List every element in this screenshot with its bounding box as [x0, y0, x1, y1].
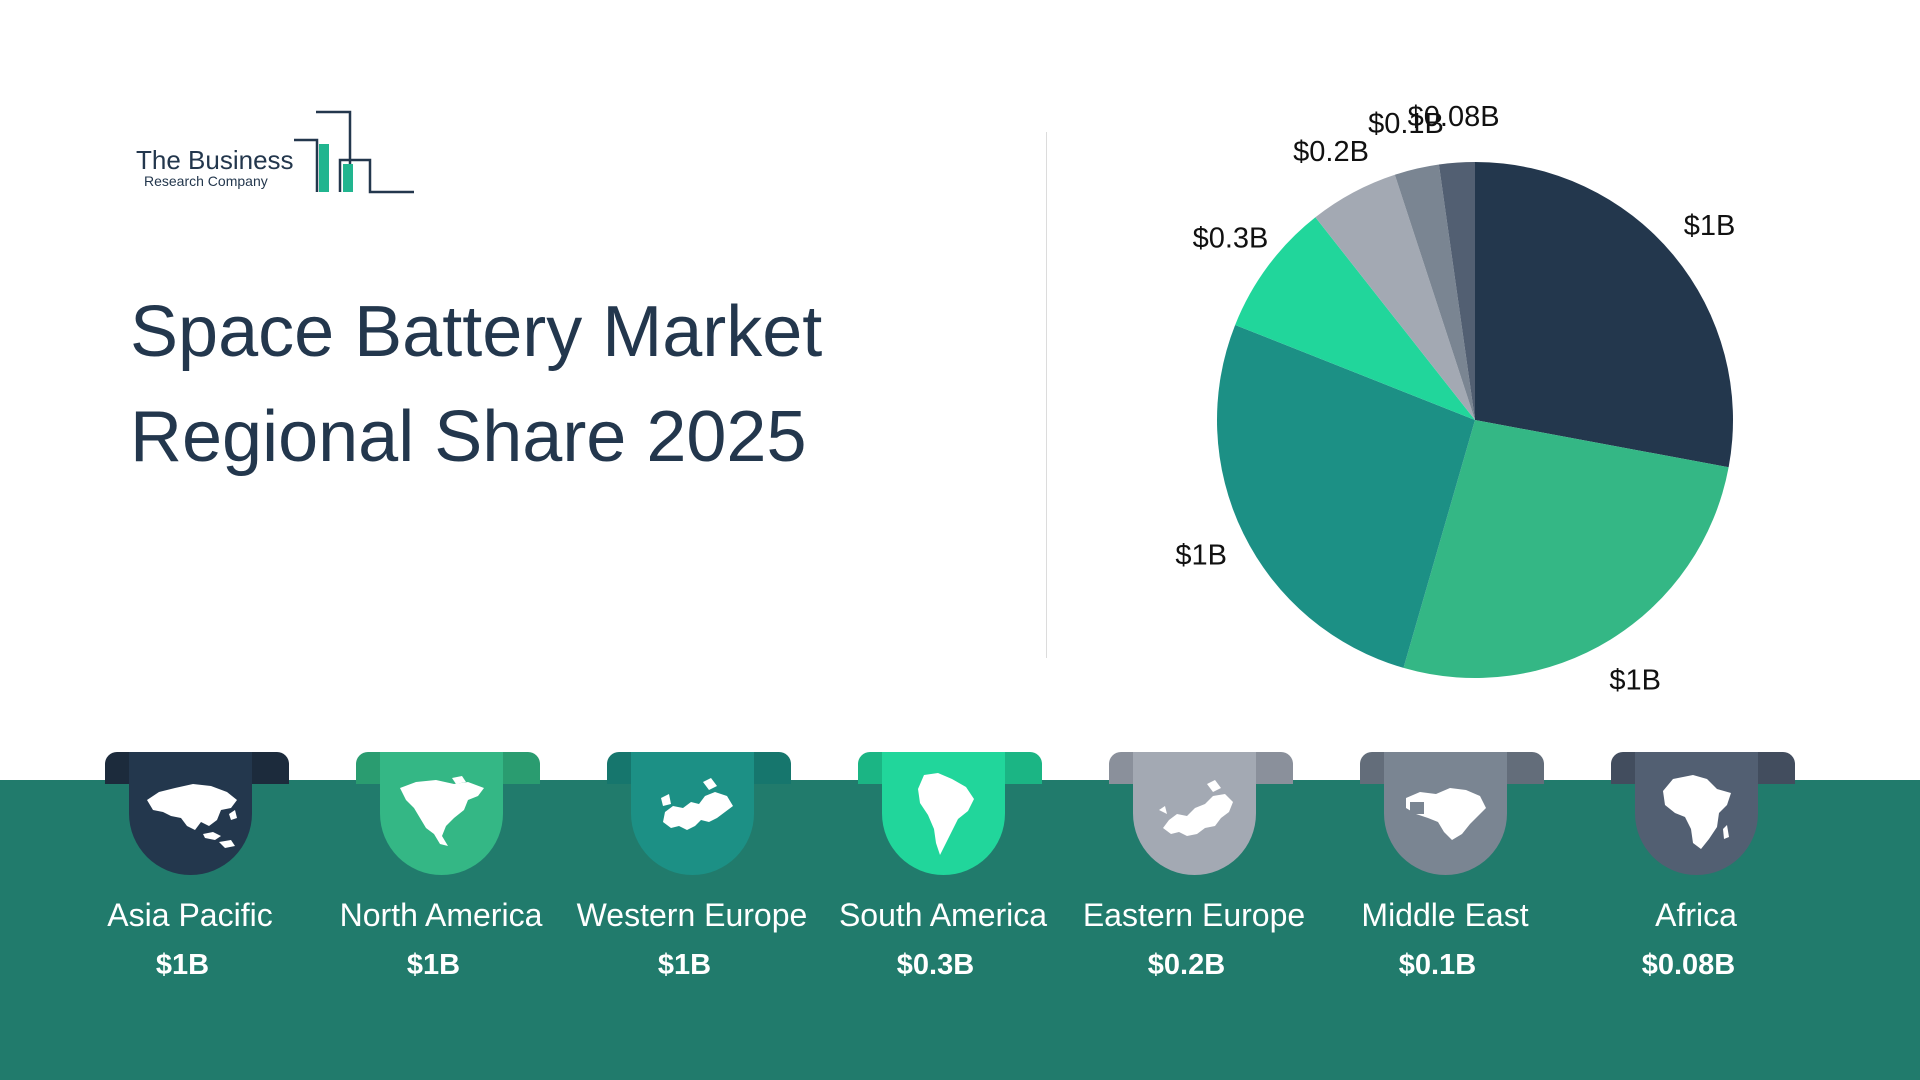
middle-east-map-icon — [1405, 787, 1486, 840]
pie-data-label: $0.08B — [1408, 101, 1500, 133]
region-name: Africa — [1655, 897, 1737, 933]
pie-data-label: $1B — [1175, 539, 1227, 571]
region-name: South America — [838, 897, 1048, 933]
region-card-south-america: South America $0.3B — [808, 752, 1058, 992]
region-card-middle-east: Middle East $0.1B — [1310, 752, 1560, 992]
divider — [1046, 132, 1047, 658]
region-value: $0.2B — [1147, 949, 1226, 981]
pie-slice-asia-pacific — [1475, 162, 1733, 468]
region-badge — [380, 752, 503, 875]
logo-text-main: The Business — [136, 145, 294, 175]
asia-map-icon — [146, 783, 237, 848]
company-logo: The Business Research Company — [134, 110, 424, 196]
region-value: $0.3B — [896, 949, 975, 981]
page-title: Space Battery Market Regional Share 2025 — [130, 280, 930, 490]
eastern-europe-map-icon — [1158, 779, 1233, 836]
region-value: $1B — [406, 949, 461, 981]
region-badge — [129, 752, 252, 875]
region-badge — [1384, 752, 1507, 875]
pie-slice-middle-east — [1394, 164, 1475, 420]
building-bars-icon — [294, 110, 414, 194]
pie-slice-africa — [1438, 162, 1475, 420]
region-card-africa: Africa $0.08B — [1561, 752, 1811, 992]
pie-slice-eastern-europe — [1315, 174, 1475, 420]
pie-data-label: $1B — [1609, 665, 1661, 697]
pie-data-label: $0.2B — [1293, 136, 1369, 168]
region-card-north-america: North America $1B — [306, 752, 556, 992]
pie-slice-north-america — [1403, 420, 1729, 679]
pie-data-label: $1B — [1684, 210, 1736, 242]
region-badge — [631, 752, 754, 875]
pie-chart: $1B $1B $1B $0.3B $0.2B$0.1B$0.08B — [1175, 101, 1736, 697]
region-card-eastern-europe: Eastern Europe $0.2B — [1059, 752, 1309, 992]
north-america-map-icon — [399, 775, 484, 846]
pie-data-label: $0.3B — [1193, 223, 1269, 255]
region-name: Eastern Europe — [1082, 897, 1306, 933]
region-badge — [882, 752, 1005, 875]
region-name: Asia Pacific — [107, 897, 273, 933]
pie-data-label: $0.1B — [1368, 108, 1444, 140]
region-value: $0.1B — [1398, 949, 1477, 981]
region-card-asia-pacific: Asia Pacific $1B — [55, 752, 305, 992]
region-value: $0.08B — [1641, 949, 1736, 981]
pie-slice-western-europe — [1217, 324, 1475, 668]
region-badge — [1635, 752, 1758, 875]
region-name: Middle East — [1361, 897, 1529, 933]
western-europe-map-icon — [660, 777, 733, 830]
south-america-map-icon — [917, 772, 974, 855]
region-badge — [1133, 752, 1256, 875]
title-line-1: Space Battery Market — [130, 292, 823, 372]
region-name: North America — [339, 897, 543, 933]
logo-text-sub: Research Company — [144, 173, 268, 189]
region-value: $1B — [657, 949, 712, 981]
region-name: Western Europe — [576, 897, 808, 933]
region-card-western-europe: Western Europe $1B — [557, 752, 807, 992]
title-line-2: Regional Share 2025 — [130, 397, 807, 477]
africa-map-icon — [1662, 774, 1731, 849]
pie-slice-south-america — [1235, 217, 1475, 420]
region-value: $1B — [155, 949, 210, 981]
